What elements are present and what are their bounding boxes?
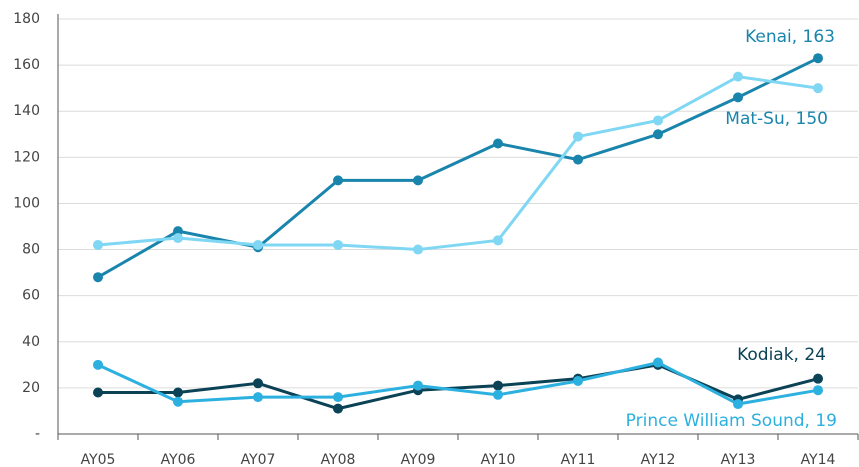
point [93,387,103,398]
y-tick-label: 20 [22,380,40,396]
x-tick-label: AY12 [641,452,676,467]
point [733,92,743,103]
series-line [97,75,819,252]
point [813,83,823,94]
y-tick-label: 140 [13,103,40,119]
x-tick-label: AY13 [721,452,756,467]
point [493,380,503,391]
x-tick-label: AY06 [161,452,196,467]
series-label: Mat-Su, 150 [725,109,828,129]
x-tick-label: AY10 [481,452,516,467]
y-tick-label: 180 [13,11,40,27]
x-tick-label: AY09 [401,452,436,467]
point [813,385,823,396]
point [573,131,583,142]
point [333,403,343,414]
point [253,378,263,389]
x-tick-label: AY05 [81,452,116,467]
point [173,233,183,244]
point [413,244,423,255]
point [493,235,503,246]
point [253,392,263,403]
point [413,175,423,186]
y-tick-label: 160 [13,57,40,73]
x-tick-label: AY11 [561,452,596,467]
point [653,115,663,126]
x-tick-label: AY08 [321,452,356,467]
point [333,392,343,403]
point [93,272,103,283]
x-tick-label: AY14 [801,452,836,467]
x-tick-label: AY07 [241,452,276,467]
y-tick-label: 40 [22,334,40,350]
point [573,154,583,165]
series-line [97,360,819,406]
point [413,380,423,391]
point [813,53,823,64]
series-label: Kenai, 163 [745,27,835,47]
point [733,71,743,82]
y-tick-label: 80 [22,242,40,258]
y-tick-label: 100 [13,195,40,211]
point [653,129,663,140]
y-tick-label: 60 [22,288,40,304]
point [493,138,503,149]
point [733,399,743,410]
point [333,175,343,186]
point [653,357,663,368]
point [173,387,183,398]
point [93,239,103,250]
point [93,359,103,370]
series-line [97,56,819,279]
y-tick-label: 120 [13,149,40,165]
point [253,239,263,250]
point [493,389,503,400]
point [173,226,183,237]
point [813,373,823,384]
point [333,239,343,250]
y-tick-label: - [35,426,40,442]
point [173,396,183,407]
point [573,375,583,386]
series-label: Kodiak, 24 [737,345,826,365]
series-label: Prince William Sound, 19 [626,411,837,431]
series-line [98,363,819,411]
